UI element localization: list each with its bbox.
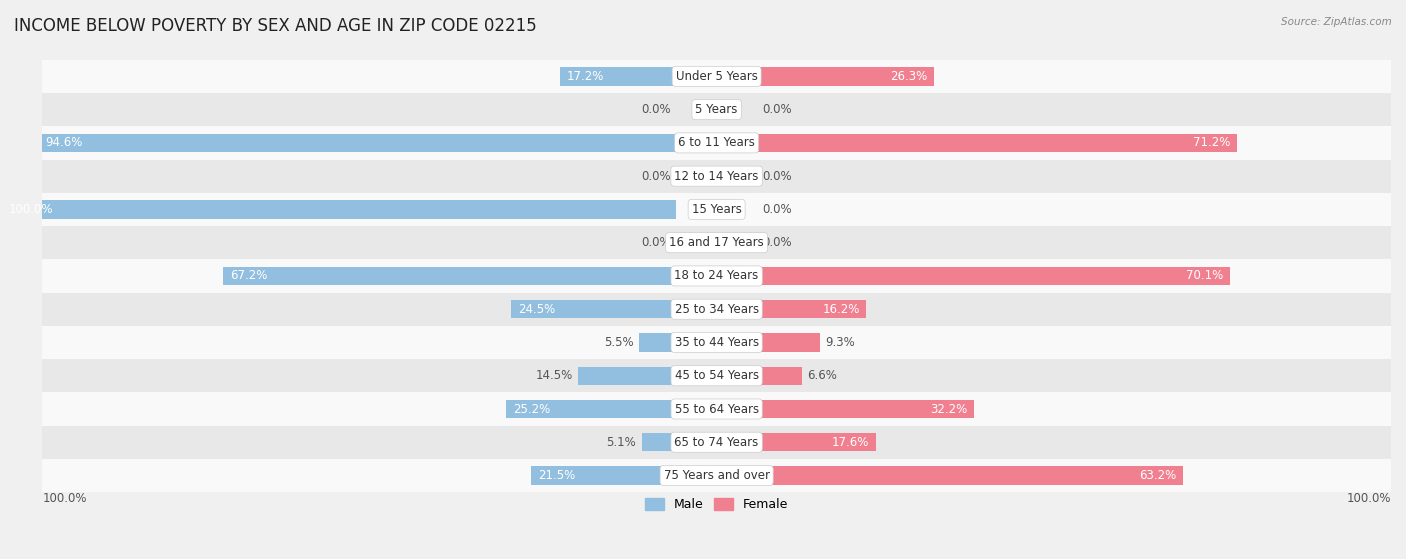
- Text: 14.5%: 14.5%: [536, 369, 574, 382]
- Bar: [42, 60, 1391, 93]
- Text: 16.2%: 16.2%: [823, 303, 859, 316]
- Text: 16 and 17 Years: 16 and 17 Years: [669, 236, 763, 249]
- Bar: [641, 433, 676, 452]
- Text: 63.2%: 63.2%: [1139, 469, 1177, 482]
- Legend: Male, Female: Male, Female: [640, 493, 793, 516]
- Bar: [42, 326, 1391, 359]
- Text: 65 to 74 Years: 65 to 74 Years: [675, 436, 759, 449]
- Text: 67.2%: 67.2%: [229, 269, 267, 282]
- Text: 21.5%: 21.5%: [538, 469, 575, 482]
- Bar: [42, 159, 1391, 193]
- Text: 0.0%: 0.0%: [762, 236, 792, 249]
- Text: 0.0%: 0.0%: [641, 103, 671, 116]
- Text: 0.0%: 0.0%: [762, 103, 792, 116]
- Text: INCOME BELOW POVERTY BY SEX AND AGE IN ZIP CODE 02215: INCOME BELOW POVERTY BY SEX AND AGE IN Z…: [14, 17, 537, 35]
- Bar: [578, 367, 676, 385]
- Bar: [1, 200, 676, 219]
- Text: 94.6%: 94.6%: [45, 136, 83, 149]
- Text: 70.1%: 70.1%: [1185, 269, 1223, 282]
- Bar: [42, 93, 1391, 126]
- Text: 6 to 11 Years: 6 to 11 Years: [678, 136, 755, 149]
- Bar: [224, 267, 676, 285]
- Bar: [42, 292, 1391, 326]
- Text: 25.2%: 25.2%: [513, 402, 550, 415]
- Bar: [756, 433, 876, 452]
- Text: 0.0%: 0.0%: [762, 169, 792, 183]
- Bar: [756, 400, 974, 418]
- Bar: [42, 392, 1391, 425]
- Bar: [640, 333, 676, 352]
- Text: Under 5 Years: Under 5 Years: [676, 70, 758, 83]
- Text: 9.3%: 9.3%: [825, 336, 855, 349]
- Bar: [42, 459, 1391, 492]
- Bar: [756, 333, 820, 352]
- Text: 0.0%: 0.0%: [641, 236, 671, 249]
- Text: 17.6%: 17.6%: [832, 436, 869, 449]
- Bar: [42, 226, 1391, 259]
- Text: 18 to 24 Years: 18 to 24 Years: [675, 269, 759, 282]
- Bar: [506, 400, 676, 418]
- Bar: [42, 359, 1391, 392]
- Bar: [756, 267, 1230, 285]
- Bar: [38, 134, 676, 152]
- Text: 5.5%: 5.5%: [605, 336, 634, 349]
- Text: Source: ZipAtlas.com: Source: ZipAtlas.com: [1281, 17, 1392, 27]
- Text: 35 to 44 Years: 35 to 44 Years: [675, 336, 759, 349]
- Bar: [756, 67, 935, 86]
- Text: 17.2%: 17.2%: [567, 70, 605, 83]
- Bar: [756, 367, 801, 385]
- Text: 75 Years and over: 75 Years and over: [664, 469, 769, 482]
- Text: 100.0%: 100.0%: [42, 492, 87, 505]
- Bar: [42, 126, 1391, 159]
- Text: 100.0%: 100.0%: [8, 203, 53, 216]
- Bar: [756, 300, 866, 319]
- Bar: [42, 425, 1391, 459]
- Text: 12 to 14 Years: 12 to 14 Years: [675, 169, 759, 183]
- Bar: [42, 193, 1391, 226]
- Text: 26.3%: 26.3%: [890, 70, 928, 83]
- Text: 0.0%: 0.0%: [641, 169, 671, 183]
- Text: 0.0%: 0.0%: [762, 203, 792, 216]
- Text: 15 Years: 15 Years: [692, 203, 741, 216]
- Bar: [560, 67, 676, 86]
- Bar: [531, 466, 676, 485]
- Text: 24.5%: 24.5%: [517, 303, 555, 316]
- Text: 71.2%: 71.2%: [1194, 136, 1230, 149]
- Text: 5 Years: 5 Years: [696, 103, 738, 116]
- Text: 55 to 64 Years: 55 to 64 Years: [675, 402, 759, 415]
- Bar: [510, 300, 676, 319]
- Text: 100.0%: 100.0%: [1347, 492, 1391, 505]
- Bar: [42, 259, 1391, 292]
- Text: 6.6%: 6.6%: [807, 369, 837, 382]
- Text: 5.1%: 5.1%: [606, 436, 637, 449]
- Text: 25 to 34 Years: 25 to 34 Years: [675, 303, 759, 316]
- Bar: [756, 134, 1237, 152]
- Text: 32.2%: 32.2%: [931, 402, 967, 415]
- Text: 45 to 54 Years: 45 to 54 Years: [675, 369, 759, 382]
- Bar: [756, 466, 1184, 485]
